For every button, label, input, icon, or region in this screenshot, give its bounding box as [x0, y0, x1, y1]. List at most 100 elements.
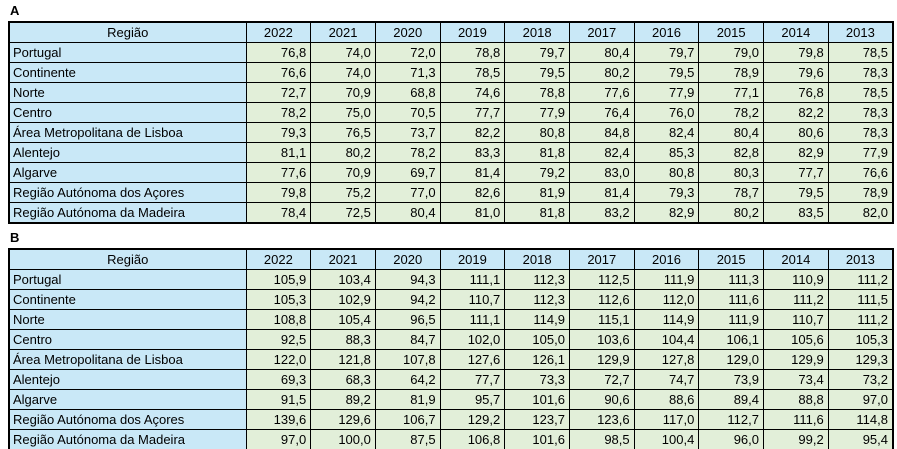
value-cell: 111,2 — [827, 269, 894, 290]
table-row: Alentejo 81,1 80,2 78,2 83,3 81,8 82,4 85,3 82,8… — [8, 142, 894, 163]
value-cell: 97,0 — [245, 429, 312, 449]
table-row: Continente 76,6 74,0 71,3 78,5 79,5 80,2 79,5 78… — [8, 62, 894, 83]
region-cell: Portugal — [8, 269, 247, 290]
year-column-header: 2021 — [310, 248, 376, 270]
value-cell: 78,2 — [698, 102, 764, 123]
value-cell: 78,5 — [439, 62, 506, 83]
value-cell: 106,7 — [374, 409, 441, 430]
value-cell: 126,1 — [504, 349, 570, 370]
value-cell: 129,6 — [310, 409, 376, 430]
value-cell: 84,7 — [374, 329, 441, 350]
value-cell: 70,9 — [310, 162, 376, 183]
value-cell: 78,3 — [827, 122, 894, 143]
value-cell: 81,1 — [245, 142, 312, 163]
value-cell: 76,6 — [827, 162, 894, 183]
value-cell: 79,5 — [763, 182, 829, 203]
region-cell: Área Metropolitana de Lisboa — [8, 122, 247, 143]
value-cell: 70,5 — [374, 102, 441, 123]
value-cell: 84,8 — [568, 122, 635, 143]
value-cell: 77,9 — [827, 142, 894, 163]
table-row: Região Autónoma da Madeira 97,0 100,0 87,5 1… — [8, 429, 894, 449]
region-cell: Área Metropolitana de Lisboa — [8, 349, 247, 370]
value-cell: 69,7 — [374, 162, 441, 183]
value-cell: 78,9 — [698, 62, 764, 83]
value-cell: 80,8 — [504, 122, 570, 143]
value-cell: 77,9 — [633, 82, 700, 103]
value-cell: 78,3 — [827, 102, 894, 123]
region-cell: Portugal — [8, 42, 247, 63]
table-row: Região Autónoma da Madeira 78,4 72,5 80,4 81… — [8, 202, 894, 224]
header-row: Região 2022 2021 2020 2019 2018 2017 2016 2015 20… — [8, 248, 894, 270]
value-cell: 88,6 — [633, 389, 700, 410]
value-cell: 77,6 — [245, 162, 312, 183]
value-cell: 79,7 — [504, 42, 570, 63]
value-cell: 83,0 — [568, 162, 635, 183]
value-cell: 80,2 — [568, 62, 635, 83]
value-cell: 105,0 — [504, 329, 570, 350]
value-cell: 111,6 — [763, 409, 829, 430]
value-cell: 79,5 — [504, 62, 570, 83]
value-cell: 78,2 — [245, 102, 312, 123]
value-cell: 87,5 — [374, 429, 441, 449]
table-row: Continente 105,3 102,9 94,2 110,7 112,3 112,6 1… — [8, 289, 894, 310]
table-row: Alentejo 69,3 68,3 64,2 77,7 73,3 72,7 74,7 73,9… — [8, 369, 894, 390]
year-column-header: 2018 — [504, 248, 570, 270]
value-cell: 103,4 — [310, 269, 376, 290]
value-cell: 74,0 — [310, 62, 376, 83]
value-cell: 82,4 — [633, 122, 700, 143]
value-cell: 92,5 — [245, 329, 312, 350]
value-cell: 122,0 — [245, 349, 312, 370]
year-column-header: 2022 — [245, 21, 312, 43]
value-cell: 107,8 — [374, 349, 441, 370]
value-cell: 79,0 — [698, 42, 764, 63]
value-cell: 78,5 — [827, 82, 894, 103]
value-cell: 129,9 — [568, 349, 635, 370]
value-cell: 89,2 — [310, 389, 376, 410]
value-cell: 81,8 — [504, 202, 570, 224]
year-column-header: 2017 — [568, 21, 635, 43]
value-cell: 112,5 — [568, 269, 635, 290]
value-cell: 90,6 — [568, 389, 635, 410]
value-cell: 88,8 — [763, 389, 829, 410]
data-table-a: Região 2022 2021 2020 2019 2018 2017 2016 2015 20… — [8, 21, 894, 224]
year-column-header: 2013 — [827, 21, 894, 43]
value-cell: 73,9 — [698, 369, 764, 390]
value-cell: 89,4 — [698, 389, 764, 410]
value-cell: 83,5 — [763, 202, 829, 224]
value-cell: 105,9 — [245, 269, 312, 290]
year-column-header: 2016 — [633, 21, 700, 43]
value-cell: 114,8 — [827, 409, 894, 430]
year-column-header: 2019 — [439, 21, 506, 43]
value-cell: 78,7 — [698, 182, 764, 203]
value-cell: 106,1 — [698, 329, 764, 350]
value-cell: 105,3 — [245, 289, 312, 310]
value-cell: 94,3 — [374, 269, 441, 290]
value-cell: 121,8 — [310, 349, 376, 370]
value-cell: 77,9 — [504, 102, 570, 123]
value-cell: 73,7 — [374, 122, 441, 143]
value-cell: 81,4 — [568, 182, 635, 203]
region-cell: Algarve — [8, 162, 247, 183]
table-row: Centro 92,5 88,3 84,7 102,0 105,0 103,6 104,4 10… — [8, 329, 894, 350]
table-a-container: Região 2022 2021 2020 2019 2018 2017 2016 2015 20… — [8, 21, 894, 224]
value-cell: 102,0 — [439, 329, 506, 350]
value-cell: 111,2 — [827, 309, 894, 330]
year-column-header: 2019 — [439, 248, 506, 270]
region-cell: Continente — [8, 62, 247, 83]
value-cell: 129,2 — [439, 409, 506, 430]
value-cell: 80,8 — [633, 162, 700, 183]
value-cell: 75,0 — [310, 102, 376, 123]
value-cell: 94,2 — [374, 289, 441, 310]
value-cell: 69,3 — [245, 369, 312, 390]
region-cell: Região Autónoma dos Açores — [8, 409, 247, 430]
value-cell: 82,4 — [568, 142, 635, 163]
value-cell: 102,9 — [310, 289, 376, 310]
value-cell: 80,4 — [374, 202, 441, 224]
value-cell: 76,4 — [568, 102, 635, 123]
value-cell: 80,4 — [698, 122, 764, 143]
value-cell: 105,4 — [310, 309, 376, 330]
table-a-section: A Região 2022 2021 2020 2019 2018 2017 2016 2015… — [8, 2, 894, 224]
value-cell: 79,3 — [633, 182, 700, 203]
year-column-header: 2022 — [245, 248, 312, 270]
data-table-b: Região 2022 2021 2020 2019 2018 2017 2016 2015 20… — [8, 248, 894, 449]
